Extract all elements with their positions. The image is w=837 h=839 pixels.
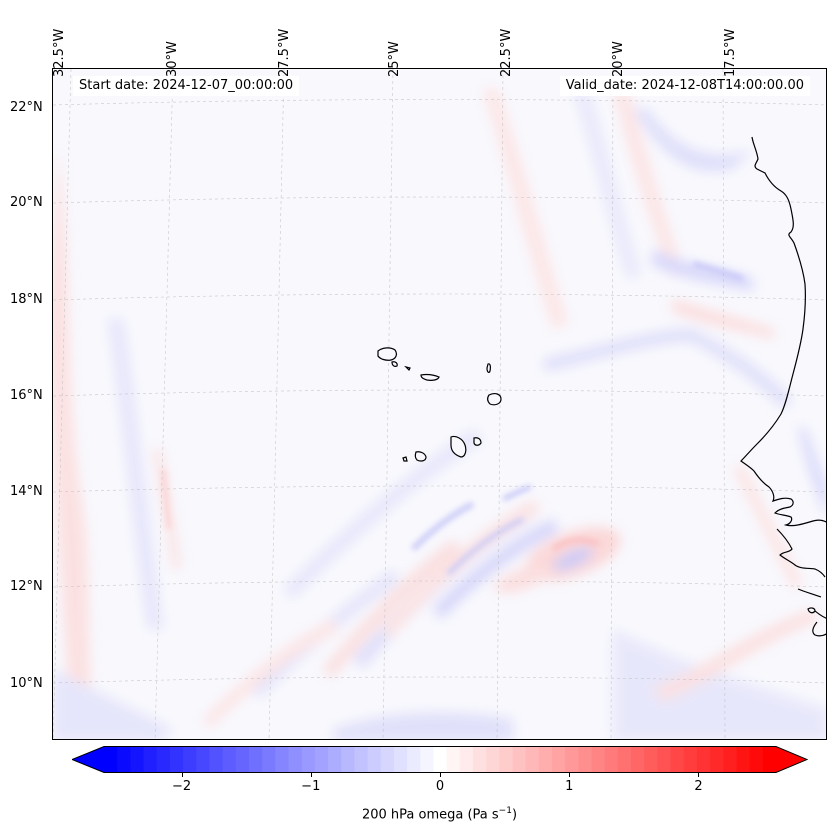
colorbar-label: 200 hPa omega (Pa s−1) — [0, 806, 837, 822]
colorbar — [72, 746, 808, 773]
colorbar-cell — [591, 746, 606, 773]
colorbar-cell — [407, 746, 421, 773]
omega-field-map — [53, 69, 826, 739]
graticule — [53, 69, 826, 739]
colorbar-cell — [552, 746, 566, 773]
colorbar-cell — [657, 746, 672, 773]
valid-date-label: Valid_date: 2024-12-08T14:00:00.00 — [559, 76, 810, 96]
colorbar-cell — [710, 746, 724, 773]
colorbar-cell — [143, 746, 158, 773]
omega-fine-structure — [160, 261, 744, 576]
colorbar-cell — [248, 746, 263, 773]
map-panel — [52, 68, 827, 740]
colorbar-tick-label: −1 — [301, 779, 321, 794]
colorbar-tickmark — [310, 773, 312, 777]
colorbar-cell — [367, 746, 382, 773]
lat-label: 10°N — [10, 676, 43, 691]
colorbar-cell — [328, 746, 342, 773]
colorbar-cell — [486, 746, 500, 773]
colorbar-cell — [104, 746, 118, 773]
colorbar-label-suffix: ) — [511, 807, 518, 823]
colorbar-cell — [301, 746, 316, 773]
colorbar-tick-label: 0 — [435, 779, 445, 794]
colorbar-cell — [117, 746, 131, 773]
lon-label: 22.5°W — [499, 28, 514, 77]
colorbar-cell — [222, 746, 237, 773]
colorbar-tick-label: −2 — [171, 779, 192, 794]
lat-label: 14°N — [10, 484, 43, 499]
colorbar-cell — [209, 746, 224, 773]
colorbar-cell — [288, 746, 303, 773]
colorbar-cell — [512, 746, 527, 773]
colorbar-cell — [736, 746, 751, 773]
coastline — [740, 136, 826, 637]
colorbar-cell — [380, 746, 395, 773]
colorbar-cell — [670, 746, 685, 773]
islands — [377, 347, 816, 614]
lon-label: 17.5°W — [723, 28, 738, 77]
colorbar-cell — [183, 746, 197, 773]
colorbar-label-text: 200 hPa omega (Pa s — [361, 807, 499, 823]
colorbar-cell — [314, 746, 329, 773]
colorbar-cell — [499, 746, 514, 773]
lon-label: 32.5°W — [52, 28, 67, 77]
colorbar-tickmark — [698, 773, 700, 777]
lat-label: 20°N — [10, 195, 43, 210]
colorbar-cell — [235, 746, 250, 773]
colorbar-cell — [459, 746, 474, 773]
colorbar-cell — [472, 746, 487, 773]
colorbar-cell — [696, 746, 711, 773]
start-date-label: Start date: 2024-12-07_00:00:00 — [73, 76, 300, 96]
colorbar-cell — [341, 746, 355, 773]
colorbar-cell — [420, 746, 435, 773]
lat-label: 22°N — [10, 100, 43, 115]
colorbar-tick-label: 2 — [694, 779, 703, 794]
colorbar-cell — [538, 746, 553, 773]
colorbar-cell — [631, 746, 645, 773]
lon-label: 27.5°W — [277, 28, 292, 77]
colorbar-cell — [617, 746, 632, 773]
colorbar-cell — [525, 746, 540, 773]
lat-label: 18°N — [10, 292, 43, 307]
colorbar-extend-min — [72, 746, 104, 773]
lon-label: 20°W — [611, 41, 626, 77]
lat-label: 12°N — [10, 579, 43, 594]
colorbar-cell — [604, 746, 619, 773]
omega-shading — [53, 89, 826, 739]
lon-label: 30°W — [165, 41, 180, 77]
colorbar-cell — [723, 746, 738, 773]
colorbar-tickmark — [181, 773, 183, 777]
colorbar-tickmark — [569, 773, 571, 777]
colorbar-cell — [565, 746, 579, 773]
colorbar-cell — [762, 746, 777, 773]
colorbar-tick-label: 1 — [565, 779, 574, 794]
colorbar-cell — [393, 746, 408, 773]
lat-label: 16°N — [10, 388, 43, 403]
colorbar-cell — [196, 746, 211, 773]
colorbar-cell — [354, 746, 369, 773]
colorbar-cell — [578, 746, 593, 773]
colorbar-extend-max — [776, 746, 807, 773]
colorbar-cell — [446, 746, 461, 773]
colorbar-cell — [433, 746, 448, 773]
colorbar-tickmark — [440, 773, 441, 777]
colorbar-cell — [683, 746, 698, 773]
colorbar-label-exponent: −1 — [498, 806, 512, 816]
colorbar-cell — [275, 746, 290, 773]
colorbar-cell — [156, 746, 171, 773]
colorbar-cell — [644, 746, 659, 773]
colorbar-cell — [169, 746, 184, 773]
colorbar-cell — [749, 746, 764, 773]
colorbar-cell — [262, 746, 276, 773]
colorbar-cell — [130, 746, 145, 773]
lon-label: 25°W — [387, 41, 402, 77]
